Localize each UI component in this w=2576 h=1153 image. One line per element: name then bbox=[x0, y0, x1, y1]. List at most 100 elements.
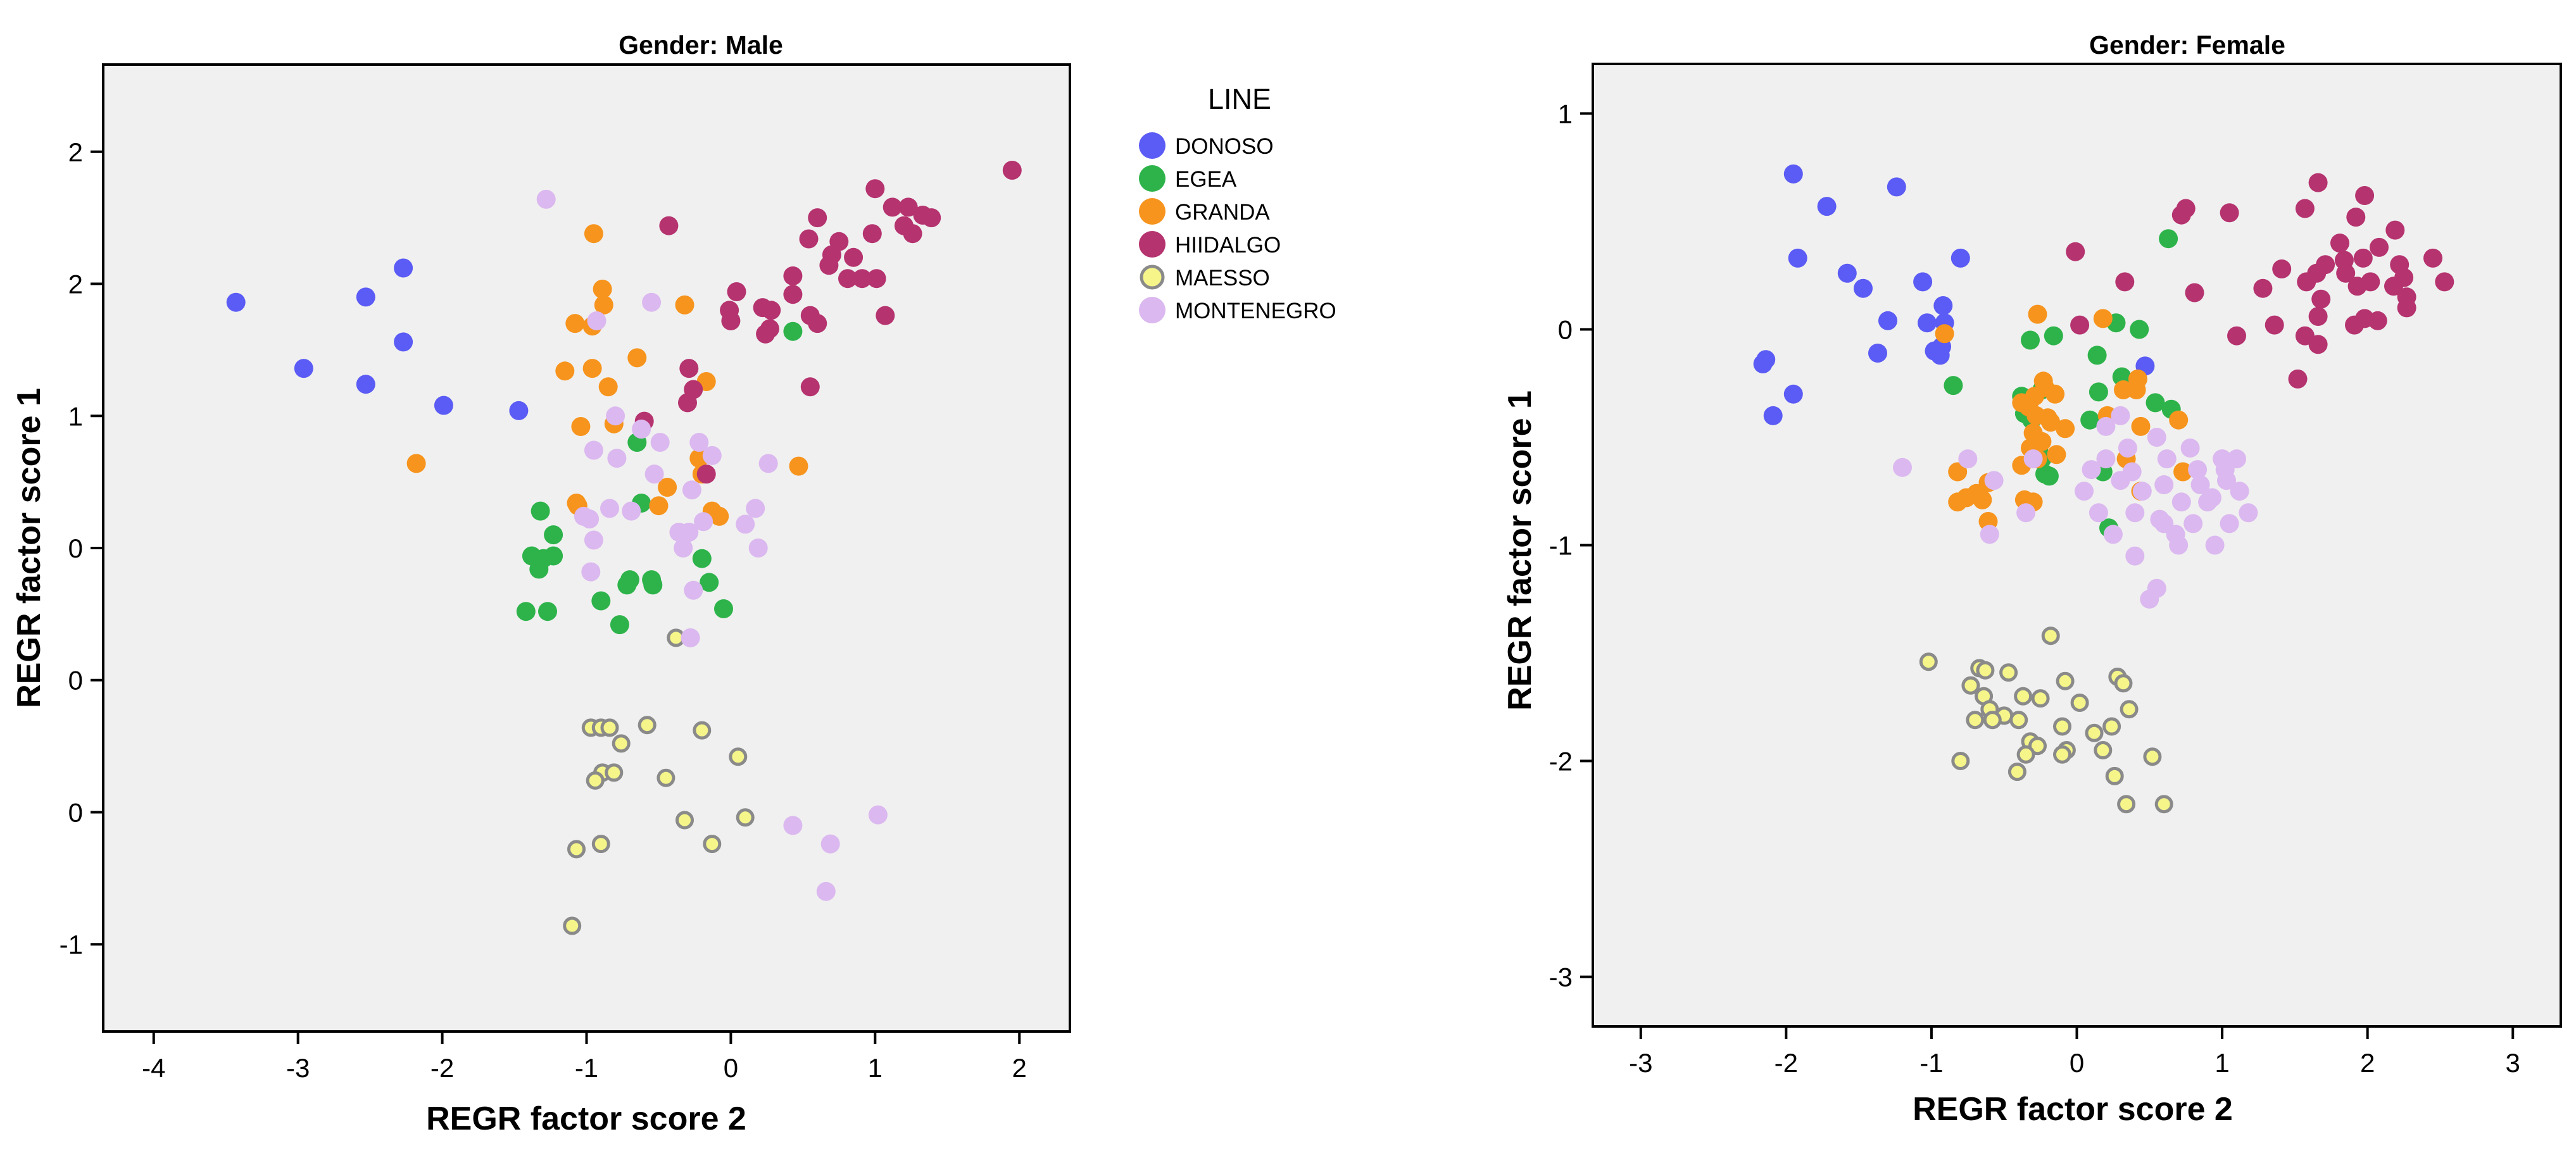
point-hidalgo bbox=[2185, 283, 2204, 302]
point-donoso bbox=[1763, 406, 1783, 425]
point-montenegro bbox=[622, 501, 641, 521]
x-tick-label: -3 bbox=[1629, 1048, 1652, 1078]
point-hidalgo bbox=[867, 269, 886, 289]
point-egea bbox=[610, 615, 629, 635]
point-maesso bbox=[2143, 747, 2162, 766]
x-tick-label: 2 bbox=[2360, 1048, 2375, 1078]
point-montenegro bbox=[689, 433, 709, 452]
point-montenegro bbox=[702, 446, 722, 465]
point-hidalgo bbox=[2330, 234, 2349, 253]
point-hidalgo bbox=[2253, 278, 2273, 298]
point-granda bbox=[555, 361, 575, 381]
point-montenegro bbox=[2239, 503, 2258, 523]
point-hidalgo bbox=[2336, 263, 2356, 283]
point-hidalgo bbox=[2265, 315, 2284, 335]
point-montenegro bbox=[2154, 514, 2174, 533]
point-montenegro bbox=[2096, 449, 2116, 469]
point-hidalgo bbox=[838, 269, 857, 289]
chart-title-female: Gender: Female bbox=[2089, 30, 2285, 59]
x-axis-female: -3 -2 -1 0 1 2 3 bbox=[1629, 1026, 2520, 1078]
point-montenegro bbox=[2188, 460, 2208, 480]
point-granda bbox=[649, 496, 669, 516]
point-montenegro bbox=[2154, 475, 2174, 494]
point-hidalgo bbox=[679, 359, 699, 378]
point-maesso bbox=[2053, 745, 2071, 764]
point-hidalgo bbox=[2370, 237, 2389, 257]
point-egea bbox=[531, 501, 550, 521]
point-donoso bbox=[1887, 177, 1906, 197]
x-axis-male: -4 -3 -2 -1 0 1 2 bbox=[142, 1031, 1027, 1083]
x-tick-label: 0 bbox=[724, 1053, 738, 1083]
point-egea bbox=[692, 549, 712, 568]
point-donoso bbox=[1783, 384, 1803, 404]
legend-label-granda: GRANDA bbox=[1175, 200, 1270, 225]
point-granda bbox=[1948, 462, 1968, 482]
point-montenegro bbox=[2111, 406, 2130, 425]
point-hidalgo bbox=[2353, 248, 2373, 268]
point-maesso bbox=[2120, 700, 2139, 719]
point-hidalgo bbox=[2066, 242, 2085, 261]
point-maesso bbox=[2028, 737, 2047, 756]
y-tick-label: 0 bbox=[1558, 315, 1573, 344]
point-montenegro bbox=[2023, 449, 2043, 469]
y-axis-female: -3 -2 -1 0 1 bbox=[1549, 99, 1593, 992]
point-hidalgo bbox=[2423, 248, 2442, 268]
point-montenegro bbox=[2140, 589, 2159, 609]
point-montenegro bbox=[674, 539, 693, 558]
point-granda bbox=[594, 295, 613, 315]
point-granda bbox=[2041, 413, 2061, 432]
point-montenegro bbox=[632, 420, 651, 439]
point-maesso bbox=[600, 718, 619, 737]
point-donoso bbox=[1817, 197, 1837, 216]
point-granda bbox=[593, 279, 612, 299]
chart-male: Gender: Male -4 -3 -2 -1 0 1 2 -1 0 0 0 1 2 2 REGR f… bbox=[11, 30, 1071, 1137]
point-egea bbox=[529, 559, 549, 579]
point-hidalgo bbox=[1002, 161, 1022, 180]
y-tick-label: 1 bbox=[68, 401, 83, 431]
point-egea bbox=[2089, 382, 2108, 402]
point-montenegro bbox=[607, 449, 627, 468]
point-hidalgo bbox=[808, 314, 827, 333]
point-hidalgo bbox=[783, 285, 803, 304]
point-egea bbox=[2087, 346, 2107, 365]
x-tick-label: -3 bbox=[286, 1053, 310, 1083]
point-donoso bbox=[356, 287, 375, 307]
point-montenegro bbox=[644, 464, 664, 484]
point-hidalgo bbox=[2220, 203, 2239, 223]
point-hidalgo bbox=[2308, 307, 2328, 326]
point-egea bbox=[2130, 320, 2149, 339]
point-donoso bbox=[1837, 263, 1857, 283]
point-maesso bbox=[2009, 711, 2028, 730]
point-egea bbox=[591, 591, 611, 611]
point-maesso bbox=[1961, 676, 1980, 695]
point-granda bbox=[1973, 490, 1992, 509]
point-montenegro bbox=[2082, 460, 2101, 480]
point-montenegro bbox=[580, 509, 600, 529]
point-donoso bbox=[434, 396, 453, 415]
point-hidalgo bbox=[2308, 335, 2328, 354]
point-granda bbox=[1948, 492, 1968, 512]
point-montenegro bbox=[820, 834, 840, 854]
point-montenegro bbox=[642, 292, 662, 312]
point-maesso bbox=[1976, 661, 1995, 680]
point-donoso bbox=[356, 375, 375, 394]
point-donoso bbox=[1913, 272, 1933, 292]
point-montenegro bbox=[2169, 535, 2189, 555]
point-montenegro bbox=[2147, 428, 2166, 447]
y-axis-male: -1 0 0 0 1 2 2 bbox=[60, 137, 103, 959]
point-granda bbox=[2114, 380, 2133, 399]
point-maesso bbox=[703, 835, 722, 854]
point-montenegro bbox=[694, 512, 713, 532]
point-maesso bbox=[657, 768, 675, 787]
point-maesso bbox=[2154, 795, 2173, 814]
y-tick-label: 0 bbox=[68, 797, 83, 827]
point-granda bbox=[2093, 309, 2113, 328]
x-axis-label-female: REGR factor score 2 bbox=[1913, 1091, 2233, 1128]
point-montenegro bbox=[748, 539, 768, 558]
point-donoso bbox=[394, 258, 413, 278]
legend-marker-montenegro bbox=[1139, 297, 1165, 323]
point-maesso bbox=[729, 747, 748, 766]
point-hidalgo bbox=[2355, 186, 2375, 205]
point-montenegro bbox=[2198, 492, 2218, 512]
